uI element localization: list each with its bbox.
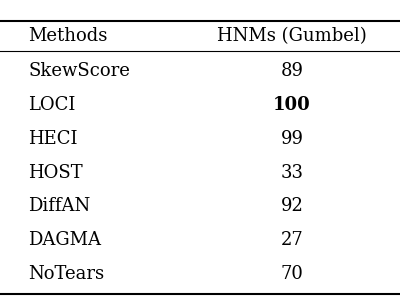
Text: HECI: HECI — [28, 130, 78, 148]
Text: HOST: HOST — [28, 164, 83, 181]
Text: 89: 89 — [280, 62, 304, 80]
Text: Methods: Methods — [28, 27, 107, 45]
Text: 27: 27 — [281, 231, 303, 249]
Text: 100: 100 — [273, 96, 311, 114]
Text: 70: 70 — [280, 265, 304, 283]
Text: SkewScore: SkewScore — [28, 62, 130, 80]
Text: LOCI: LOCI — [28, 96, 75, 114]
Text: DAGMA: DAGMA — [28, 231, 101, 249]
Text: 99: 99 — [280, 130, 304, 148]
Text: 92: 92 — [280, 197, 304, 215]
Text: HNMs (Gumbel): HNMs (Gumbel) — [217, 27, 367, 45]
Text: 33: 33 — [280, 164, 304, 181]
Text: DiffAN: DiffAN — [28, 197, 90, 215]
Text: NoTears: NoTears — [28, 265, 104, 283]
